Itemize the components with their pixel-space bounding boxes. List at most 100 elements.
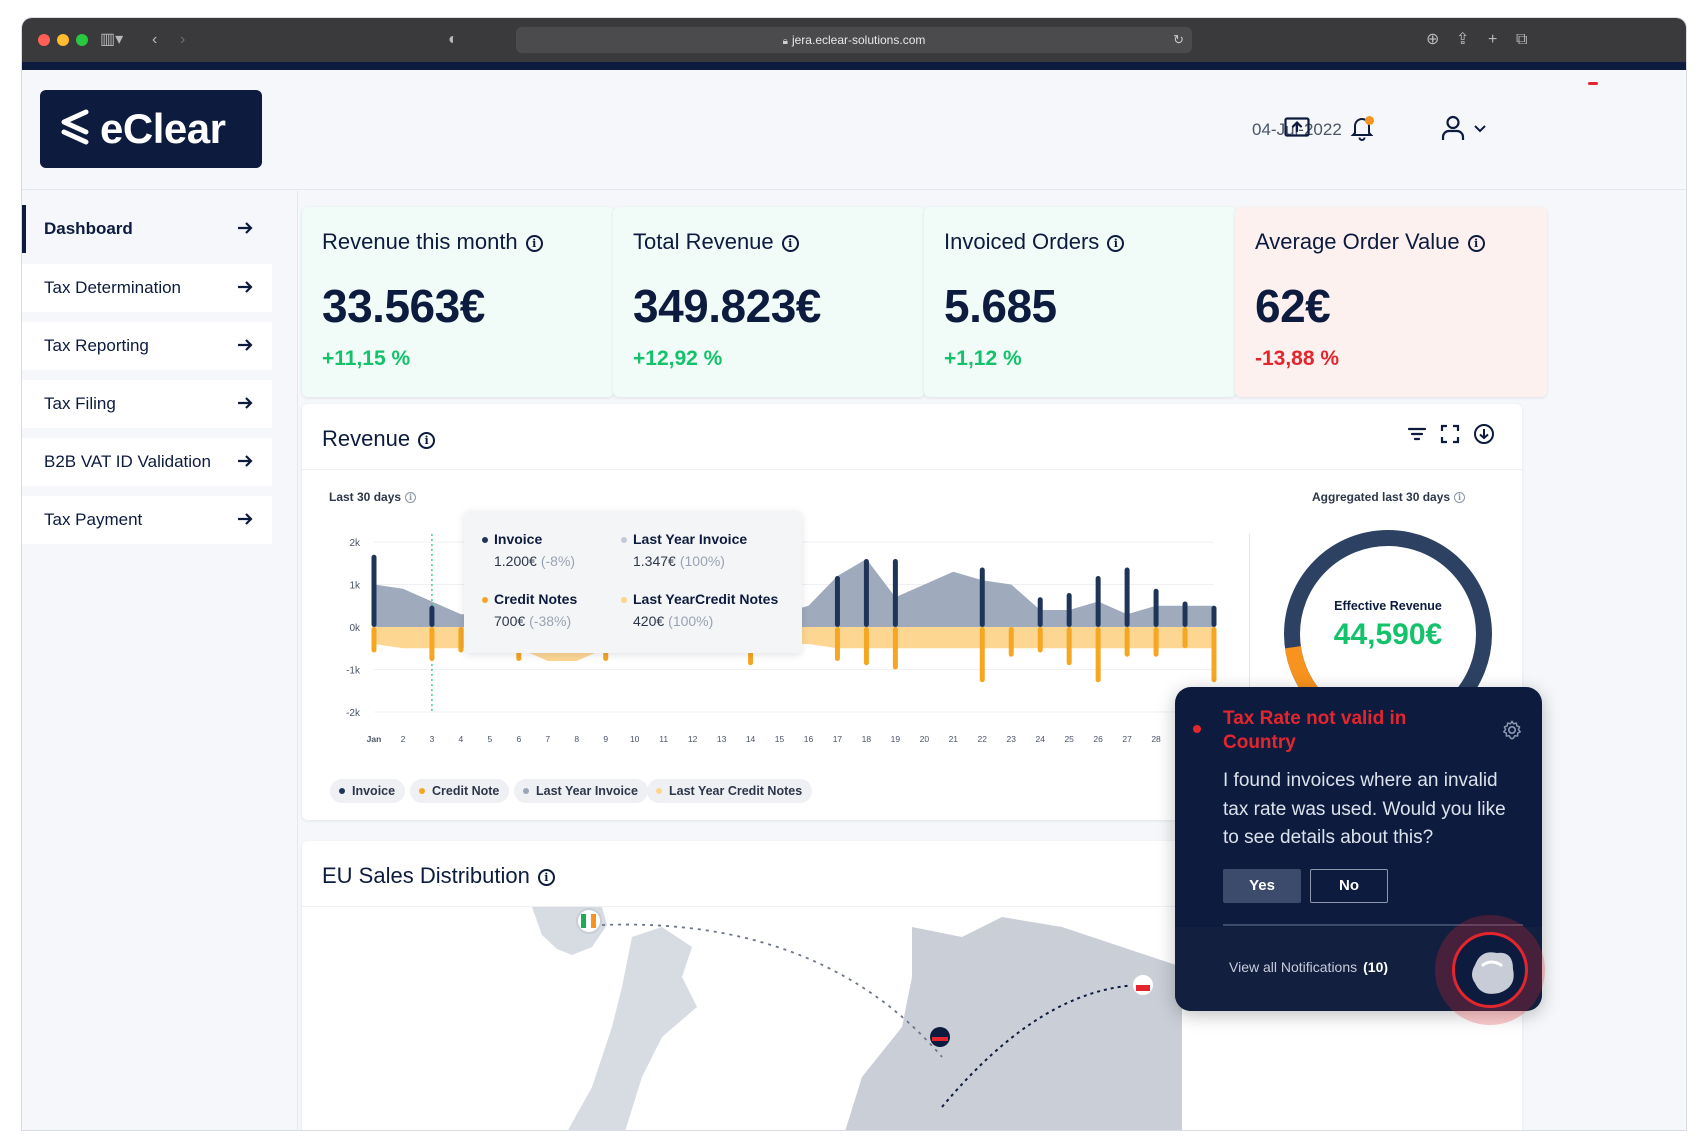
minimize-window-button[interactable]	[57, 34, 69, 46]
reload-icon[interactable]: ↻	[1173, 32, 1184, 47]
credit-note-bar	[429, 627, 435, 661]
x-tick-label: 28	[1151, 734, 1161, 744]
user-menu-button[interactable]	[1434, 108, 1494, 148]
x-tick-label: 11	[659, 734, 668, 744]
revenue-title: Revenue i	[322, 426, 436, 452]
eclear-logo-icon	[61, 109, 89, 145]
close-window-button[interactable]	[38, 34, 50, 46]
info-icon[interactable]: i	[1107, 235, 1125, 252]
ireland-flag-pin[interactable]	[576, 908, 602, 934]
kpi-value: 5.685	[944, 280, 1057, 332]
filter-icon[interactable]	[1405, 422, 1429, 446]
notification-badge	[1365, 116, 1374, 125]
kpi-title: Average Order Value i	[1255, 229, 1485, 255]
new-tab-icon[interactable]: +	[1488, 31, 1498, 48]
chart-divider	[1249, 534, 1250, 794]
fullscreen-icon[interactable]	[1438, 422, 1462, 446]
info-icon[interactable]: i	[418, 432, 436, 449]
kpi-change: -13,88 %	[1255, 347, 1340, 370]
x-tick-label: 5	[487, 734, 492, 744]
tooltip-last-year-invoice: Last Year Invoice 1.347€ (100%)	[621, 531, 781, 569]
forward-icon[interactable]: ›	[180, 31, 186, 48]
sidebar-item-tax-reporting[interactable]: Tax Reporting	[22, 322, 272, 370]
sidebar-toggle-icon[interactable]: ▥▾	[100, 31, 124, 48]
yes-button[interactable]: Yes	[1223, 869, 1301, 903]
shield-icon[interactable]: ◐	[448, 31, 458, 48]
info-icon[interactable]: i	[525, 235, 543, 252]
back-icon[interactable]: ‹	[152, 31, 158, 48]
sidebar-item-tax-payment[interactable]: Tax Payment	[22, 496, 272, 544]
user-icon	[1441, 115, 1465, 140]
kpi-change: +12,92 %	[633, 347, 723, 370]
lock-icon: 🔒︎	[782, 36, 788, 47]
eu-sales-title: EU Sales Distribution i	[322, 863, 555, 889]
address-bar[interactable]: 🔒︎ jera.eclear-solutions.com ↻	[516, 27, 1192, 53]
invoice-bar	[979, 567, 985, 627]
range-label: Last 30 days i	[329, 490, 417, 504]
germany-shape	[845, 917, 1182, 1130]
kpi-card-average-order-value[interactable]: Average Order Value i 62€ -13,88 %	[1235, 207, 1547, 397]
info-icon[interactable]: i	[1454, 492, 1466, 503]
download-icon[interactable]: ⊕	[1426, 31, 1440, 48]
kpi-card-total-revenue[interactable]: Total Revenue i 349.823€ +12,92 %	[613, 207, 925, 397]
x-tick-label: 13	[717, 734, 727, 744]
no-button[interactable]: No	[1310, 869, 1388, 903]
sidebar-item-tax-filing[interactable]: Tax Filing	[22, 380, 272, 428]
upload-button[interactable]	[1277, 108, 1317, 148]
notification-title: Tax Rate not valid in Country	[1223, 708, 1407, 753]
kpi-card-revenue-this-month[interactable]: Revenue this month i 33.563€ +11,15 %	[302, 207, 614, 397]
x-tick-label: 2	[401, 734, 406, 744]
browser-window: ▥▾ ‹ › ◐ 🔒︎ jera.eclear-solutions.com ↻ ⊕…	[22, 18, 1686, 1130]
x-tick-label: 3	[430, 734, 435, 744]
donut-label: Effective Revenue	[1334, 599, 1442, 613]
y-tick-label: 1k	[349, 581, 361, 592]
arrow-right-icon	[238, 222, 253, 234]
last-year-invoice-area	[374, 559, 1214, 627]
x-tick-label: 9	[603, 734, 608, 744]
revenue-card: Revenue i Last 30 days i Aggregated last 3…	[302, 404, 1522, 820]
germany-flag-pin[interactable]	[930, 1027, 950, 1047]
x-tick-label: 20	[920, 734, 930, 744]
legend-last-year-invoice[interactable]: Last Year Invoice	[514, 779, 648, 803]
eu-sales-map[interactable]	[302, 907, 1522, 1130]
tab-overview-icon[interactable]: ⧉	[1516, 31, 1528, 48]
view-all-notifications-link[interactable]: View all Notifications (10)	[1229, 959, 1389, 975]
legend-last-year-credit-notes[interactable]: Last Year Credit Notes	[647, 779, 813, 803]
legend-credit-note[interactable]: Credit Note	[410, 779, 510, 803]
x-tick-label: 17	[833, 734, 843, 744]
sidebar-item-tax-determination[interactable]: Tax Determination	[22, 264, 272, 312]
legend-invoice[interactable]: Invoice	[330, 779, 406, 803]
last-year-invoice-dot-icon	[621, 537, 627, 543]
tooltip-invoice: Invoice 1.200€ (-8%)	[482, 531, 642, 569]
gear-icon[interactable]	[1501, 719, 1523, 741]
credit-note-bar	[1211, 627, 1217, 683]
kpi-card-invoiced-orders[interactable]: Invoiced Orders i 5.685 +1,12 %	[924, 207, 1236, 397]
info-icon[interactable]: i	[1467, 235, 1485, 252]
invoice-bar	[1095, 576, 1101, 627]
poland-flag-pin[interactable]	[1131, 973, 1155, 997]
info-icon[interactable]: i	[537, 869, 555, 886]
credit-notes-dot-icon	[482, 597, 488, 603]
x-tick-label: 21	[949, 734, 959, 744]
legend-dot-icon	[656, 788, 662, 794]
share-icon[interactable]: ⇪	[1456, 31, 1470, 48]
credit-note-bar	[892, 627, 898, 670]
download-circle-icon[interactable]	[1472, 422, 1496, 446]
invoice-bar	[892, 559, 898, 627]
x-tick-label: 8	[574, 734, 579, 744]
notifications-button[interactable]	[1342, 108, 1382, 148]
tooltip-credit-notes: Credit Notes 700€ (-38%)	[482, 591, 642, 629]
credit-note-bar	[979, 627, 985, 683]
assistant-blob-icon	[1472, 952, 1514, 994]
sidebar-item-dashboard[interactable]: Dashboard	[22, 205, 272, 253]
last-year-credit-dot-icon	[621, 597, 627, 603]
assistant-avatar-button[interactable]	[1435, 915, 1545, 1025]
credit-note-bar	[371, 627, 377, 653]
revenue-card-header: Revenue i	[302, 404, 1522, 470]
info-icon[interactable]: i	[405, 492, 417, 503]
info-icon[interactable]: i	[781, 235, 799, 252]
sidebar-item-b2b-vat-id-validation[interactable]: B2B VAT ID Validation	[22, 438, 272, 486]
credit-note-bar	[834, 627, 840, 661]
eclear-logo[interactable]: eClear	[40, 90, 262, 168]
maximize-window-button[interactable]	[76, 34, 88, 46]
